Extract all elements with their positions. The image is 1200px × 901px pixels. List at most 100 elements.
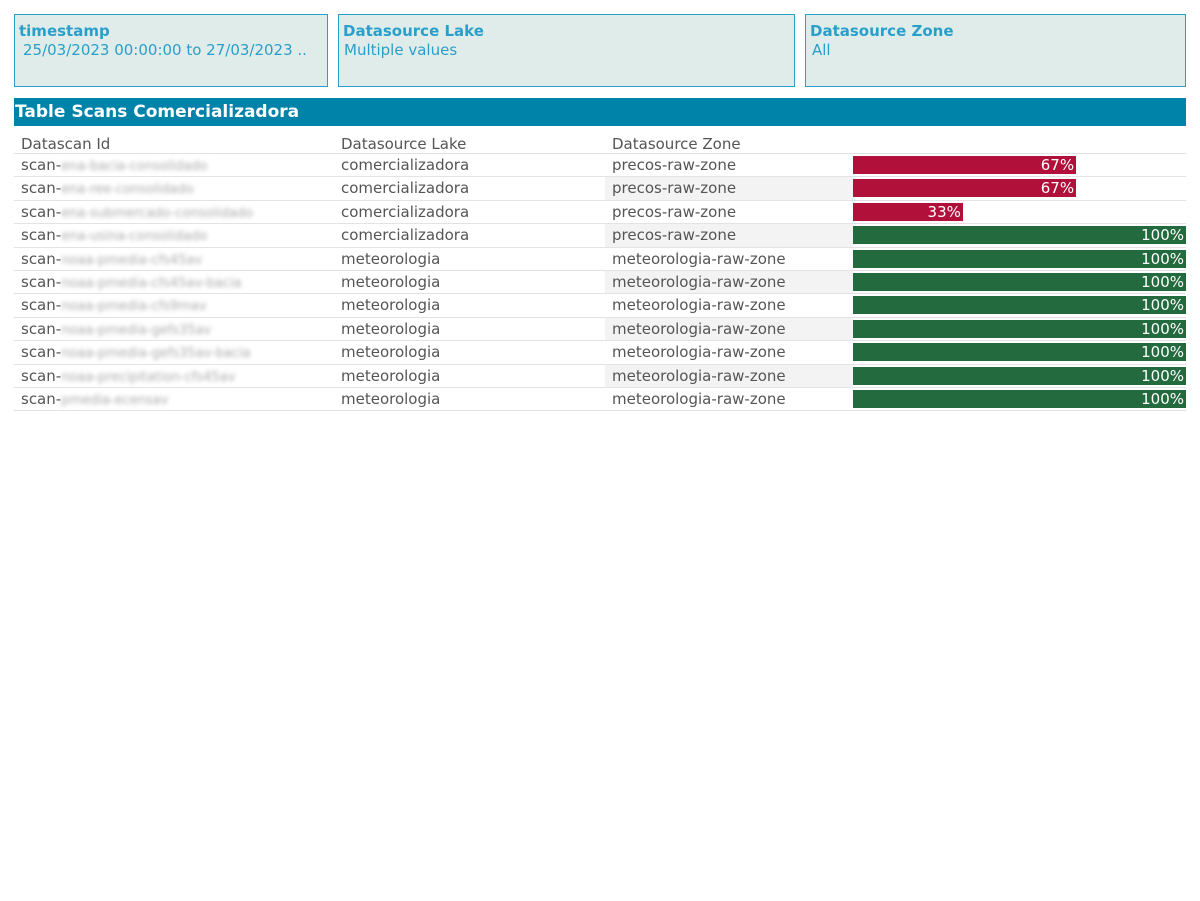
table-row[interactable]: scan-noaa-precipitation-cfs45av meteorolo…	[14, 364, 1186, 388]
datascan-id-redacted: noaa-pmedia-gefs35av-bacia	[61, 346, 251, 362]
table-header-row: Datascan Id Datasource Lake Datasource Z…	[14, 134, 1186, 154]
datasource-lake-cell: comercializadora	[341, 226, 470, 245]
datascan-id-prefix: scan-	[21, 249, 62, 268]
table-row[interactable]: scan-noaa-pmedia-gefs35av-bacia meteorolo…	[14, 341, 1186, 365]
percentage-bar-track: 100%	[853, 249, 1186, 268]
percentage-bar: 100%	[853, 272, 1186, 291]
datasource-lake-cell: meteorologia	[341, 319, 441, 338]
datascan-id-redacted: noaa-precipitation-cfs45av	[61, 369, 236, 385]
filter-datasource-lake[interactable]: Datasource Lake Multiple values	[338, 14, 795, 87]
table-title: Table Scans Comercializadora	[14, 98, 1186, 126]
datascan-id-redacted: noaa-pmedia-cfs9mav	[61, 299, 207, 315]
filter-datasource-zone[interactable]: Datasource Zone All	[805, 14, 1186, 87]
datascan-id-redacted: ena-bacia-consolidado	[61, 159, 208, 174]
filter-timestamp[interactable]: timestamp 25/03/2023 00:00:00 to 27/03/2…	[14, 14, 328, 87]
datasource-lake-cell: meteorologia	[341, 272, 441, 291]
filter-title: Datasource Lake	[343, 22, 484, 40]
datasource-zone-cell: meteorologia-raw-zone	[605, 270, 853, 294]
datascan-id-redacted: ena-submercado-consolidado	[61, 205, 254, 221]
datasource-lake-cell: meteorologia	[341, 296, 441, 315]
datasource-lake-cell: meteorologia	[341, 366, 441, 385]
percentage-bar-track: 100%	[853, 296, 1186, 315]
percentage-bar-track: 67%	[853, 156, 1186, 174]
percentage-bar: 67%	[853, 179, 1077, 198]
datascan-id-cell: scan-noaa-pmedia-cfs45av	[21, 248, 202, 270]
table-row[interactable]: scan-ena-usina-consolidado comercializado…	[14, 224, 1186, 248]
datasource-lake-cell: meteorologia	[341, 343, 441, 362]
datasource-zone-cell: precos-raw-zone	[605, 224, 853, 247]
datascan-id-cell: scan-ena-ree-consolidado	[21, 177, 194, 199]
datasource-lake-cell: meteorologia	[341, 389, 441, 408]
table-row[interactable]: scan-noaa-pmedia-cfs45av-bacia meteorolog…	[14, 270, 1186, 295]
percentage-bar: 100%	[853, 226, 1186, 245]
scans-table: Datascan Id Datasource Lake Datasource Z…	[14, 134, 1186, 412]
datascan-id-cell: scan-ena-usina-consolidado	[21, 224, 207, 246]
percentage-bar-track: 100%	[853, 343, 1186, 362]
datascan-id-cell: scan-ena-submercado-consolidado	[21, 201, 253, 223]
table-body: scan-ena-bacia-consolidado comercializado…	[14, 154, 1186, 412]
percentage-bar: 100%	[853, 366, 1186, 385]
table-row[interactable]: scan-ena-submercado-consolidado comercial…	[14, 201, 1186, 225]
filter-title: Datasource Zone	[810, 22, 954, 40]
datascan-id-prefix: scan-	[21, 319, 62, 338]
table-row[interactable]: scan-pmedia-ecensav meteorologia meteorolo…	[14, 388, 1186, 412]
datascan-id-redacted: noaa-pmedia-gefs35av	[61, 322, 212, 338]
datasource-zone-cell: precos-raw-zone	[612, 156, 737, 174]
percentage-bar: 100%	[853, 343, 1186, 362]
datasource-zone-cell: meteorologia-raw-zone	[612, 296, 786, 315]
percentage-bar-track: 100%	[853, 389, 1186, 408]
datasource-lake-cell: comercializadora	[341, 179, 470, 198]
datascan-id-redacted: pmedia-ecensav	[61, 392, 169, 408]
datasource-zone-cell: meteorologia-raw-zone	[605, 364, 853, 387]
column-header-datasource-lake[interactable]: Datasource Lake	[341, 135, 467, 153]
datascan-id-prefix: scan-	[21, 272, 62, 291]
datasource-zone-cell: precos-raw-zone	[612, 202, 737, 221]
datascan-id-prefix: scan-	[21, 296, 62, 315]
datascan-id-cell: scan-noaa-precipitation-cfs45av	[21, 365, 235, 387]
datasource-lake-cell: comercializadora	[341, 156, 470, 174]
table-row[interactable]: scan-noaa-pmedia-cfs45av meteorologia mete…	[14, 248, 1186, 271]
datascan-id-prefix: scan-	[21, 366, 62, 385]
datascan-id-redacted: noaa-pmedia-cfs45av	[61, 252, 203, 268]
datasource-zone-cell: precos-raw-zone	[605, 177, 853, 200]
filter-value: 25/03/2023 00:00:00 to 27/03/2023 ..	[23, 41, 307, 59]
datasource-zone-cell: meteorologia-raw-zone	[612, 249, 786, 268]
datascan-id-cell: scan-pmedia-ecensav	[21, 388, 168, 410]
datascan-id-prefix: scan-	[21, 179, 62, 198]
percentage-bar: 100%	[853, 249, 1186, 268]
datasource-zone-cell: meteorologia-raw-zone	[605, 317, 853, 341]
percentage-bar-track: 67%	[853, 179, 1186, 198]
table-row[interactable]: scan-ena-bacia-consolidado comercializado…	[14, 154, 1186, 178]
datascan-id-cell: scan-noaa-pmedia-gefs35av	[21, 318, 211, 340]
column-header-datascan-id[interactable]: Datascan Id	[21, 135, 111, 153]
datascan-id-cell: scan-noaa-pmedia-cfs45av-bacia	[21, 271, 241, 293]
datascan-id-cell: scan-noaa-pmedia-cfs9mav	[21, 294, 207, 316]
filter-value: All	[812, 41, 831, 59]
percentage-bar-track: 100%	[853, 272, 1186, 291]
datascan-id-redacted: noaa-pmedia-cfs45av-bacia	[61, 275, 242, 291]
datasource-zone-cell: meteorologia-raw-zone	[612, 389, 786, 408]
datascan-id-prefix: scan-	[21, 343, 62, 362]
percentage-bar: 67%	[853, 156, 1077, 174]
percentage-bar: 33%	[853, 202, 963, 221]
datascan-id-prefix: scan-	[21, 389, 62, 408]
percentage-bar-track: 33%	[853, 202, 1186, 221]
datascan-id-redacted: ena-ree-consolidado	[61, 182, 194, 198]
percentage-bar-track: 100%	[853, 226, 1186, 245]
datascan-id-redacted: ena-usina-consolidado	[61, 229, 208, 245]
table-row[interactable]: scan-ena-ree-consolidado comercializadora…	[14, 177, 1186, 201]
percentage-bar: 100%	[853, 296, 1186, 315]
datascan-id-cell: scan-noaa-pmedia-gefs35av-bacia	[21, 341, 251, 363]
table-row[interactable]: scan-noaa-pmedia-cfs9mav meteorologia mete…	[14, 294, 1186, 318]
percentage-bar: 100%	[853, 389, 1186, 408]
datascan-id-prefix: scan-	[21, 202, 62, 221]
column-header-datasource-zone[interactable]: Datasource Zone	[612, 135, 741, 153]
filter-title: timestamp	[19, 22, 110, 40]
datascan-id-prefix: scan-	[21, 156, 62, 174]
percentage-bar-track: 100%	[853, 366, 1186, 385]
percentage-bar-track: 100%	[853, 319, 1186, 338]
datascan-id-prefix: scan-	[21, 226, 62, 245]
filter-value: Multiple values	[344, 41, 458, 59]
percentage-bar: 100%	[853, 319, 1186, 338]
table-row[interactable]: scan-noaa-pmedia-gefs35av meteorologia met…	[14, 317, 1186, 342]
